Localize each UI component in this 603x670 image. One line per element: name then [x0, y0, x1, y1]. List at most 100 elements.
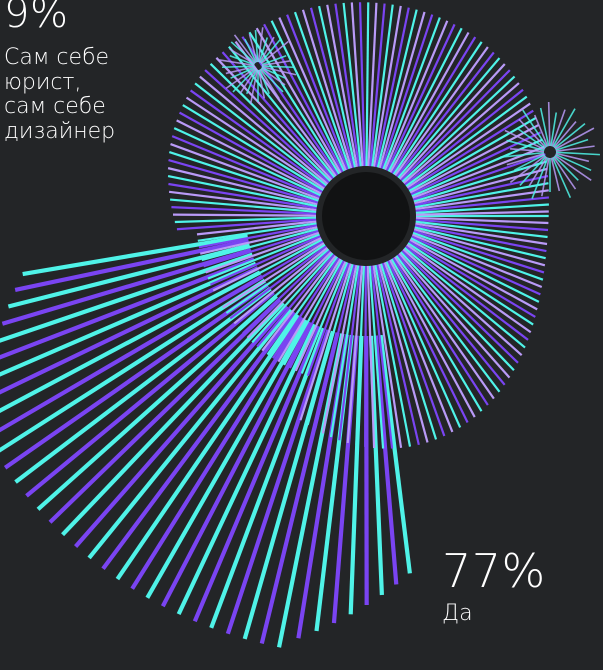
ring-ray: [176, 218, 317, 231]
label-small: 9% Сам себе юрист, сам себе дизайнер: [4, 0, 164, 145]
large-ray: [242, 330, 335, 640]
ring-ray: [300, 261, 349, 374]
ring-ray: [414, 174, 549, 207]
ring-ray: [201, 227, 318, 262]
ring-ray: [401, 249, 519, 364]
ring-ray: [222, 242, 325, 309]
large-ray: [1, 248, 252, 326]
ring-ray: [197, 222, 317, 242]
large-ray: [25, 290, 275, 498]
large-ray: [378, 334, 412, 574]
ring-ray: [404, 88, 524, 186]
cluster-right-ray: [550, 157, 561, 192]
ring-ray: [397, 57, 501, 179]
cluster-right-ray: [554, 127, 595, 150]
ring-ray: [171, 206, 317, 215]
large-ray: [7, 243, 251, 309]
cluster-top-ray: [261, 65, 295, 69]
ring-ray: [369, 3, 386, 167]
ring-ray: [210, 235, 321, 286]
cluster-right-ray: [551, 157, 572, 199]
ring-ray: [286, 14, 349, 170]
cluster-right: [500, 101, 600, 199]
ring-ray: [229, 245, 327, 320]
ring-ray: [342, 2, 362, 167]
ring-ray: [381, 262, 446, 437]
cluster-right-ray: [506, 139, 545, 152]
ring-ray: [170, 143, 320, 200]
large-ray: [14, 238, 250, 292]
ring-ray: [170, 198, 317, 213]
cluster-top-ray: [257, 27, 264, 63]
ring-ray: [415, 216, 549, 225]
ring-ray: [167, 167, 318, 206]
ring-ray: [366, 265, 376, 449]
ring-ray: [358, 2, 366, 167]
cluster-top-ray: [261, 54, 287, 66]
cluster-top-ray: [230, 66, 255, 79]
ring-ray: [293, 11, 351, 170]
ring-ray: [412, 153, 546, 201]
cluster-right-ray: [555, 151, 600, 156]
cluster-right-ray: [504, 129, 545, 151]
cluster-top-ray: [254, 30, 259, 63]
ring-ray: [178, 111, 323, 193]
large-ray: [192, 325, 322, 623]
large-ray: [115, 313, 300, 581]
cluster-top-ray: [258, 69, 270, 95]
ring-ray: [198, 224, 318, 249]
cluster-right-ray: [554, 154, 592, 181]
cluster-right-ray: [528, 156, 548, 187]
large-ray: [145, 319, 309, 599]
ring-ray: [261, 254, 337, 352]
ring-ray: [415, 220, 548, 239]
ring-ray: [396, 253, 506, 386]
ring-ray: [408, 116, 537, 192]
ring-ray: [207, 233, 320, 280]
ring-ray: [399, 251, 515, 372]
ring-ray: [203, 229, 319, 268]
large-ray: [22, 233, 249, 277]
ring-ray: [370, 265, 394, 449]
ring-ray: [233, 246, 328, 325]
ring-ray: [403, 82, 520, 185]
ring-ray: [383, 262, 454, 433]
ring-ray: [306, 263, 354, 426]
ring-ray: [364, 265, 367, 447]
ring-ray: [174, 216, 317, 224]
ring-ray: [415, 182, 549, 209]
large-ray: [87, 307, 293, 560]
ring-ray: [415, 222, 548, 246]
large-ray: [74, 304, 289, 548]
cluster-right-ray: [522, 109, 548, 148]
ring-ray: [411, 233, 543, 289]
ring-ray: [398, 63, 506, 180]
cluster-right-ray: [547, 101, 551, 147]
small-text: Сам себе юрист, сам себе дизайнер: [4, 45, 116, 144]
ring-ray: [237, 248, 330, 330]
ring-ray: [414, 167, 548, 205]
cluster-right-ray: [555, 153, 592, 172]
cluster-right-ray: [533, 114, 549, 147]
ring-ray: [189, 89, 326, 188]
ring-ray: [176, 119, 322, 195]
cluster-right-ray: [555, 138, 589, 151]
ring-ray: [405, 95, 528, 188]
ring-ray: [392, 257, 489, 406]
large-percent: 77%: [442, 544, 546, 598]
cluster-top-ray: [221, 65, 255, 69]
ring-ray: [199, 75, 329, 185]
large-ray: [3, 282, 269, 470]
ring-ray: [173, 127, 321, 197]
ring-ray: [326, 4, 359, 168]
ring-ray: [378, 263, 429, 443]
ring-ray: [395, 51, 495, 178]
ring-ray: [379, 263, 438, 440]
ring-ray: [371, 4, 394, 167]
ring-ray: [372, 265, 403, 449]
ring-ray: [390, 258, 483, 412]
ring-ray: [355, 265, 366, 446]
large-ray: [61, 301, 285, 537]
ring-ray: [368, 265, 385, 449]
